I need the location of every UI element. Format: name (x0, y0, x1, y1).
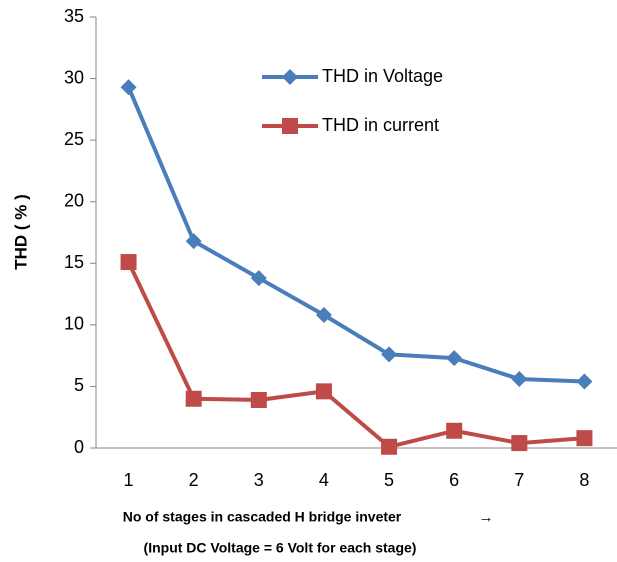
x-tick-label: 7 (514, 470, 524, 490)
y-tick-label: 0 (74, 437, 84, 457)
x-axis-label: No of stages in cascaded H bridge invete… (123, 509, 402, 525)
x-tick-label: 4 (319, 470, 329, 490)
legend-label: THD in Voltage (322, 66, 443, 86)
x-tick-label: 3 (254, 470, 264, 490)
marker (381, 438, 398, 455)
legend-label: THD in current (322, 115, 439, 135)
marker (185, 390, 202, 407)
marker (250, 270, 267, 287)
x-tick-label: 6 (449, 470, 459, 490)
x-tick-label: 1 (124, 470, 134, 490)
marker (120, 254, 137, 271)
marker (282, 118, 298, 134)
marker (315, 307, 332, 324)
marker (250, 391, 267, 408)
marker (381, 346, 398, 363)
x-axis-arrow: → (479, 509, 494, 526)
marker (511, 371, 528, 388)
y-tick-label: 5 (74, 375, 84, 395)
marker (576, 373, 593, 390)
x-axis-label: (Input DC Voltage = 6 Volt for each stag… (144, 540, 417, 556)
y-tick-label: 20 (64, 190, 84, 210)
marker (282, 69, 298, 85)
y-axis-label: THD ( % ) (11, 194, 30, 270)
y-tick-label: 25 (64, 129, 84, 149)
y-tick-label: 35 (64, 6, 84, 26)
y-tick-label: 30 (64, 67, 84, 87)
y-tick-label: 15 (64, 252, 84, 272)
series-line (126, 261, 585, 449)
y-tick-label: 10 (64, 314, 84, 334)
series-line (126, 86, 585, 384)
marker (315, 383, 332, 400)
marker (576, 430, 593, 447)
x-tick-label: 8 (579, 470, 589, 490)
x-tick-label: 5 (384, 470, 394, 490)
marker (446, 350, 463, 367)
marker (120, 79, 137, 96)
x-tick-label: 2 (189, 470, 199, 490)
marker (185, 233, 202, 250)
marker (446, 422, 463, 439)
marker (511, 435, 528, 452)
